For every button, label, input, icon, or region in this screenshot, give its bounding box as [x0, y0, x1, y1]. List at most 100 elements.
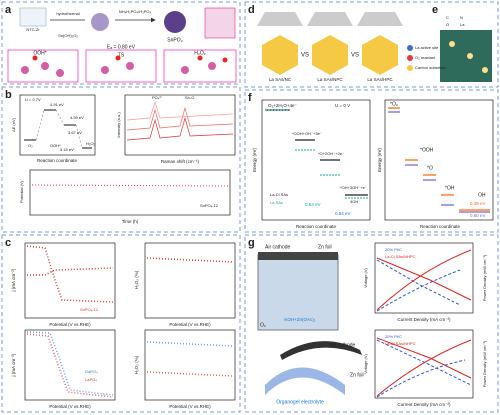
figure-text: Potential (V)	[19, 180, 24, 203]
figure-text: Potential (V vs.RHE)	[169, 404, 211, 409]
panel-g-art	[257, 242, 474, 399]
figure-text: U = 0 V	[335, 103, 350, 108]
figure-text: Potential (V vs.RHE)	[49, 322, 91, 327]
panel-frame	[1, 1, 241, 85]
panel-c-art	[24, 242, 236, 401]
figure-text: Energy (eV)	[252, 147, 257, 172]
figure-text: j (mA cm⁻²)	[11, 353, 16, 377]
figure-text: GdPO₄	[85, 369, 98, 374]
panel-frame	[1, 234, 241, 413]
figure-text: 3.15 eV	[60, 147, 74, 152]
figure-text: OOH*	[33, 50, 46, 56]
figure-text: 4OH⁻	[350, 199, 360, 204]
figure-text: 3.67 eV	[68, 130, 82, 135]
figure-text: Air cathode	[265, 244, 291, 250]
figure-text: Air cathode	[330, 342, 356, 348]
figure-text: Energy (eV)	[377, 147, 382, 172]
panel-f-art	[261, 99, 494, 221]
figure-text: La active site	[415, 45, 439, 50]
figure-text: Reaction coordinate	[296, 224, 337, 229]
figure-text: Voltage (V)	[363, 267, 368, 287]
figure-text: H₂O₂ (%)	[134, 355, 139, 374]
figure-text: Zn foil	[350, 372, 364, 378]
figure-text: VS	[351, 53, 359, 59]
figure-text: 0.60 eV	[470, 213, 486, 218]
panel-label: e	[432, 4, 438, 16]
panel-label: d	[248, 4, 255, 16]
panel-frame	[1, 86, 241, 233]
figure-text: H₂O₂ (%)	[134, 270, 139, 289]
figure-text: Power Density (mW cm⁻²)	[482, 254, 487, 301]
figure-text: Current Density (mA cm⁻²)	[397, 402, 451, 407]
figure-text: U = 0.7V	[25, 97, 41, 102]
panel-d-art	[257, 12, 492, 82]
figure-text: SnPO₄-12	[200, 203, 219, 208]
figure-text: Intensity (a.u.)	[116, 112, 121, 138]
figure-text: H₂O₂	[86, 141, 96, 146]
figure-text: Reaction coordinate	[37, 158, 78, 163]
figure-text: La SAs/NPC	[317, 77, 343, 82]
figure-text: Potential (V vs.RHE)	[169, 322, 211, 327]
figure-text: *O₂	[390, 101, 398, 107]
panel-label: b	[5, 89, 12, 101]
figure-text: OH	[478, 192, 486, 198]
figure-text: j (mA cm⁻²)	[11, 268, 16, 292]
figure-text: Organogel electrolyte	[276, 399, 324, 405]
figure-text: La-Cl SAs	[270, 192, 288, 197]
figure-text: La-Cl SAs/NHPC	[385, 254, 416, 259]
figure-text: O	[446, 22, 449, 27]
figure-text: La-Cl SAs/NHPC	[385, 341, 416, 346]
figure-text: 4.91 eV	[50, 102, 64, 107]
figure-text: Potential (V vs.RHE)	[49, 404, 91, 409]
figure-text: PO₄³⁻	[152, 95, 163, 100]
panel-a-art	[7, 7, 237, 83]
panel-b-art	[19, 94, 236, 216]
figure-text: *O+2OH⁻+2e⁻	[318, 151, 344, 156]
figure-text: OOH*	[50, 143, 61, 148]
panel-label: c	[5, 237, 11, 249]
figure-text: C	[446, 15, 449, 20]
figure-text: Zn foil	[318, 244, 332, 250]
figure-text: 0.84 eV	[335, 211, 351, 216]
figure-text: O₂	[260, 322, 266, 328]
figure-text: O₂	[28, 143, 33, 148]
figure-text: NH₄H₂PO₄/H₃PO₄	[119, 9, 152, 14]
figure-text: *OH+3OH⁻+e⁻	[340, 185, 367, 190]
figure-text: O₂+2H₂O+4e⁻	[268, 103, 298, 108]
figure-text: La SAs/HPC	[367, 77, 393, 82]
figure-text: Raman shift (cm⁻¹)	[161, 159, 200, 164]
figure-text: *OOH+OH⁻+3e⁻	[292, 131, 322, 136]
figure-text: SnPO₄	[167, 37, 182, 43]
figure-text: Voltage (V)	[363, 353, 368, 373]
figure-text: LaPO₄	[85, 377, 97, 382]
panel-frame	[244, 89, 499, 233]
figure-text: 20% Pt/C	[385, 247, 402, 252]
figure-text: Carbon substrate	[415, 65, 446, 70]
figure-text: La	[460, 22, 465, 27]
figure-text: ΔE (eV)	[11, 117, 16, 132]
figure-text: La SAs/NC	[269, 77, 292, 82]
panel-label: a	[5, 4, 12, 16]
figure-text: 0.39 eV	[470, 201, 486, 206]
figure-text: La SAs	[270, 200, 283, 205]
figure-text: Sn-O	[185, 95, 194, 100]
figure-text: Reaction coordinate	[420, 224, 461, 229]
figure-text: Time (h)	[122, 219, 139, 224]
figure-text: O₂ reactant	[415, 55, 436, 60]
figure-text: 4.59 eV	[70, 115, 84, 120]
figure-text: 20% Pt/C	[385, 334, 402, 339]
panel-frame	[244, 234, 499, 413]
figure-text: 0.63 eV	[305, 202, 321, 207]
panel-label: f	[248, 92, 252, 104]
figure-text: NTC-Zr	[26, 27, 40, 32]
panel-label: g	[248, 237, 255, 249]
figure-text: N	[460, 15, 463, 20]
figure-text: VS	[301, 53, 309, 59]
panel-frame	[244, 1, 499, 88]
figure-text: H₂O₂	[194, 50, 205, 56]
figure-text: TS	[118, 52, 125, 58]
figure-text: *O	[427, 165, 433, 171]
figure-text: *OOH	[420, 147, 434, 153]
figure-text: *OH	[445, 185, 455, 191]
